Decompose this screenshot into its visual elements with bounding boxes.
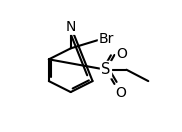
Text: N: N [66, 20, 76, 34]
Text: O: O [115, 86, 126, 100]
Text: S: S [101, 62, 111, 77]
Text: Br: Br [99, 32, 114, 46]
Text: O: O [116, 47, 127, 61]
